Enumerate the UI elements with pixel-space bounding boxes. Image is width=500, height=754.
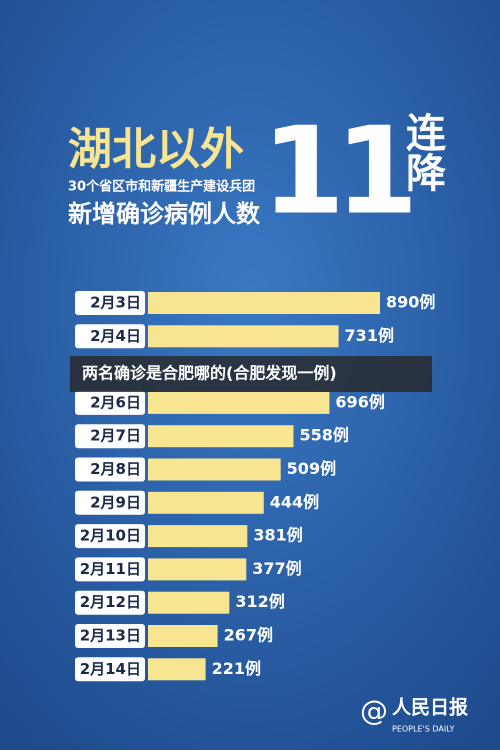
date-box xyxy=(75,624,145,648)
y-tick-label: 2月11日 xyxy=(80,560,141,578)
date-box xyxy=(75,291,145,315)
y-tick-label: 2月7日 xyxy=(90,427,141,445)
bar xyxy=(148,391,330,414)
value-label: 381例 xyxy=(253,526,302,545)
value-label: 890例 xyxy=(386,293,435,312)
y-tick-label: 2月14日 xyxy=(80,660,141,678)
y-tick-label: 2月10日 xyxy=(80,527,141,545)
value-label: 444例 xyxy=(270,492,319,511)
date-box xyxy=(75,457,145,482)
date-box xyxy=(75,390,145,415)
date-box xyxy=(75,590,145,615)
bar xyxy=(148,425,294,448)
date-box xyxy=(75,324,145,349)
bar xyxy=(148,625,218,647)
date-box xyxy=(75,524,145,549)
subtitle: 30个省区市和新疆生产建设兵团 xyxy=(68,179,255,195)
bar xyxy=(148,458,281,481)
bar xyxy=(148,591,230,614)
big-number: 11 xyxy=(262,103,411,242)
value-label: 558例 xyxy=(299,426,348,445)
logo-icon: @ xyxy=(360,694,388,727)
value-label: 221例 xyxy=(212,659,261,678)
y-tick-label: 2月4日 xyxy=(90,327,141,345)
value-label: 312例 xyxy=(235,592,284,611)
bar xyxy=(148,558,247,581)
date-box xyxy=(75,424,145,449)
bar xyxy=(148,325,339,348)
side-text: 连降 xyxy=(399,112,446,192)
banner: 两名确诊是合肥哪的(合肥发现一例) xyxy=(82,364,337,383)
logo-en: PEOPLE'S DAILY xyxy=(392,725,455,734)
banner-bg xyxy=(70,356,432,392)
value-label: 267例 xyxy=(224,626,273,645)
logo: 人民日报 xyxy=(392,696,468,719)
title: 湖北以外 xyxy=(68,124,244,175)
chart: 2月3日 890例 2月4日 731例 2月6日 696例 2月7日 558例 2月8日 509例… xyxy=(75,291,435,682)
date-box xyxy=(75,490,145,515)
y-tick-label: 2月8日 xyxy=(90,460,141,478)
subtitle: 新增确诊病例人数 xyxy=(68,200,261,228)
value-label: 731例 xyxy=(345,326,394,345)
value-label: 509例 xyxy=(287,459,336,478)
y-tick-label: 2月13日 xyxy=(80,627,141,645)
y-tick-label: 2月12日 xyxy=(80,593,141,611)
value-label: 377例 xyxy=(252,559,301,578)
bar xyxy=(148,292,380,314)
y-tick-label: 2月3日 xyxy=(90,294,141,312)
value-label: 696例 xyxy=(335,392,384,411)
bar xyxy=(148,658,206,681)
bar xyxy=(148,525,248,548)
y-tick-label: 2月9日 xyxy=(90,493,141,511)
date-box xyxy=(75,557,145,582)
date-box xyxy=(75,657,145,682)
bar xyxy=(148,491,264,514)
y-tick-label: 2月6日 xyxy=(90,393,141,411)
